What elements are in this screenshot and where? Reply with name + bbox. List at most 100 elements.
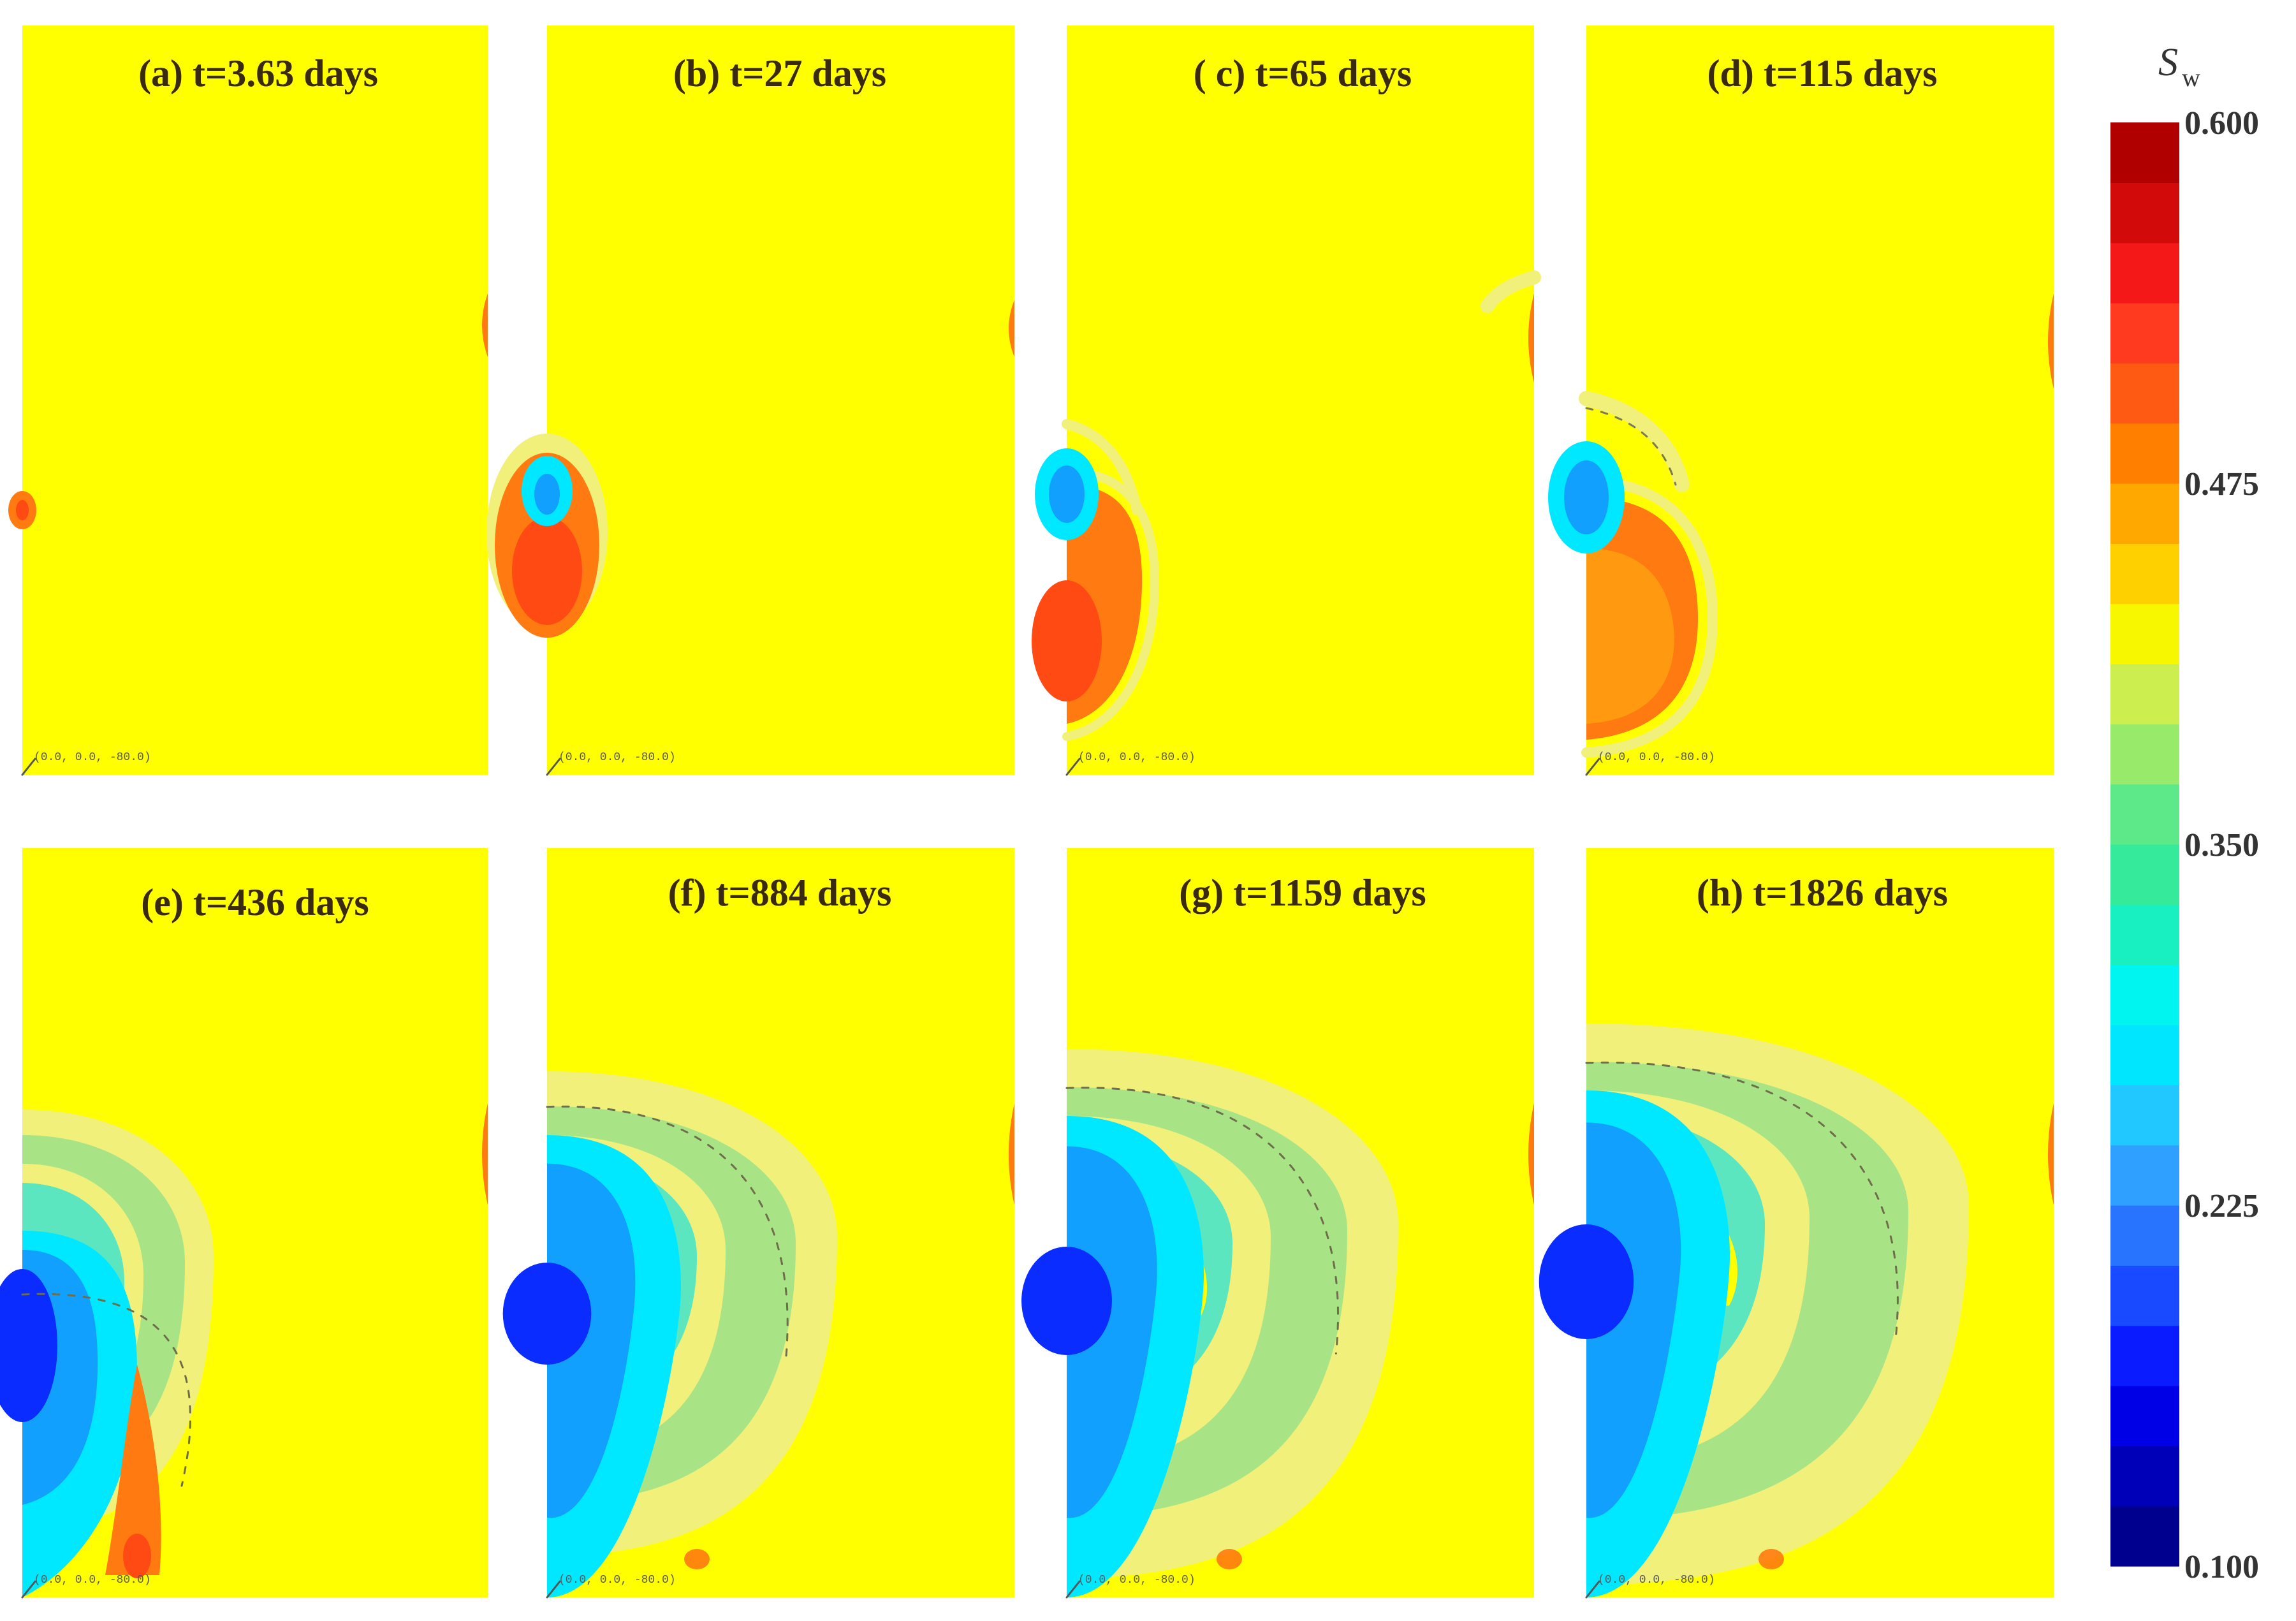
c-top-right-front <box>1481 270 1541 313</box>
panel-a-origin-label: (0.0, 0.0, -80.0) <box>34 751 151 764</box>
f-dashed-contour <box>546 1105 789 1361</box>
panel-b: (b) t=27 days (0.0, 0.0, -80.0) <box>486 26 1014 776</box>
d-blue-core <box>1564 460 1609 534</box>
e-dashed-contour <box>21 1293 191 1487</box>
a-injection-core <box>16 500 29 520</box>
colorbar-swatch-4 <box>2110 1325 2179 1386</box>
c-red-core <box>1032 580 1102 701</box>
colorbar-swatch-19 <box>2110 423 2179 484</box>
h-dashed-contour <box>1585 1061 1899 1341</box>
g-deep-blue-core <box>1021 1247 1112 1355</box>
panel-f-plume <box>502 1071 1014 1599</box>
colorbar-title-subscript: w <box>2182 63 2200 92</box>
panel-b-plume <box>486 300 1014 776</box>
a-axis-marker <box>21 758 36 776</box>
panel-d-title: (d) t=115 days <box>1707 52 1938 94</box>
h-mid-blue-lobe <box>1586 1122 1681 1518</box>
d-right-edge-streak <box>2048 293 2054 389</box>
panel-g-origin-label: (0.0, 0.0, -80.0) <box>1078 1574 1196 1587</box>
colorbar-swatch-15 <box>2110 664 2179 724</box>
panel-b-field <box>547 26 1014 775</box>
h-axis-marker <box>1585 1580 1600 1599</box>
colorbar-tick-label-5: 0.100 <box>2184 1549 2259 1585</box>
c-blue-core <box>1049 466 1085 523</box>
colorbar-tick-label-3: 0.350 <box>2184 827 2259 863</box>
panel-e-title: (e) t=436 days <box>141 881 369 923</box>
d-upper-arc <box>1579 391 1690 492</box>
panel-e: (e) t=436 days (0.0, 0.0, -80.0) <box>0 848 488 1599</box>
e-deep-blue-core <box>0 1269 57 1422</box>
b-right-edge-streak <box>1009 300 1014 357</box>
colorbar-swatch-11 <box>2110 904 2179 965</box>
e-right-edge-streak <box>482 1103 488 1205</box>
colorbar-swatch-5 <box>2110 1265 2179 1326</box>
d-yellow-rim <box>1581 476 1718 758</box>
colorbar-swatch-3 <box>2110 1386 2179 1446</box>
f-bottom-spot <box>684 1549 710 1569</box>
colorbar-swatch-22 <box>2110 242 2179 304</box>
h-right-edge-streak <box>2048 1103 2054 1205</box>
colorbar-ticks: 0.600 0.475 0.350 0.225 0.100 <box>2184 105 2259 1585</box>
colorbar-swatch-8 <box>2110 1085 2179 1146</box>
colorbar: S w 0.600 0.475 0.350 0.225 0.100 <box>2110 41 2259 1585</box>
panel-a-title: (a) t=3.63 days <box>138 52 378 94</box>
c-axis-marker <box>1065 758 1081 776</box>
f-mid-blue-lobe <box>547 1163 636 1518</box>
panel-a-plume <box>8 293 488 776</box>
panel-e-origin-label: (0.0, 0.0, -80.0) <box>34 1574 151 1587</box>
c-right-edge-streak <box>1528 293 1534 383</box>
e-red-core <box>123 1534 151 1578</box>
panel-h-title: (h) t=1826 days <box>1697 872 1948 914</box>
e-red-flame <box>105 1365 161 1575</box>
g-axis-marker <box>1065 1580 1081 1599</box>
colorbar-swatch-13 <box>2110 784 2179 845</box>
g-mid-blue-lobe <box>1067 1146 1157 1518</box>
colorbar-swatch-24 <box>2110 122 2179 183</box>
panels-layer: (a) t=3.63 days (0.0, 0.0, -80.0) (b) t=2… <box>0 26 2054 1599</box>
panel-c-field <box>1067 26 1534 775</box>
h-deep-blue-core <box>1539 1224 1634 1339</box>
d-orange-light <box>1586 548 1674 724</box>
colorbar-tick-label-4: 0.225 <box>2184 1188 2259 1224</box>
colorbar-swatch-17 <box>2110 543 2179 605</box>
panel-f: (f) t=884 days (0.0, 0.0, -80.0) <box>502 848 1014 1599</box>
panel-b-origin-label: (0.0, 0.0, -80.0) <box>559 751 676 764</box>
f-axis-marker <box>546 1580 561 1599</box>
colorbar-tick-label-1: 0.600 <box>2184 105 2259 142</box>
f-right-edge-streak <box>1009 1103 1014 1205</box>
colorbar-swatch-20 <box>2110 363 2179 424</box>
panel-f-title: (f) t=884 days <box>668 872 892 914</box>
colorbar-swatch-10 <box>2110 964 2179 1025</box>
colorbar-swatch-12 <box>2110 844 2179 905</box>
colorbar-swatch-2 <box>2110 1446 2179 1507</box>
panel-h: (h) t=1826 days (0.0, 0.0, -80.0) <box>1539 848 2054 1599</box>
panel-g-plume <box>1021 1049 1534 1599</box>
h-bottom-spot <box>1759 1549 1784 1569</box>
panel-g: (g) t=1159 days (0.0, 0.0, -80.0) <box>1021 848 1534 1599</box>
d-upper-arc-line <box>1585 407 1677 486</box>
colorbar-title: S <box>2158 41 2178 84</box>
colorbar-swatch-14 <box>2110 724 2179 785</box>
colorbar-swatch-6 <box>2110 1205 2179 1266</box>
a-right-edge-streak <box>482 293 488 357</box>
d-axis-marker <box>1585 758 1600 776</box>
panel-d: (d) t=115 days (0.0, 0.0, -80.0) <box>1548 26 2054 776</box>
panel-c-title: ( c) t=65 days <box>1194 52 1412 94</box>
panel-d-origin-label: (0.0, 0.0, -80.0) <box>1598 751 1715 764</box>
panel-b-title: (b) t=27 days <box>673 52 886 94</box>
colorbar-tick-label-2: 0.475 <box>2184 466 2259 502</box>
b-red-core <box>512 517 582 625</box>
colorbar-swatches <box>2110 122 2179 1567</box>
b-blue-core <box>534 474 560 515</box>
panel-e-plume <box>0 1103 488 1599</box>
g-dashed-contour <box>1065 1087 1339 1354</box>
panel-a-field <box>22 26 488 775</box>
colorbar-swatch-7 <box>2110 1145 2179 1206</box>
b-axis-marker <box>546 758 561 776</box>
panel-h-plume <box>1539 1023 2054 1599</box>
colorbar-swatch-1 <box>2110 1506 2179 1567</box>
panel-c-origin-label: (0.0, 0.0, -80.0) <box>1078 751 1196 764</box>
panel-d-plume <box>1548 293 2054 776</box>
f-deep-blue-core <box>502 1263 592 1365</box>
